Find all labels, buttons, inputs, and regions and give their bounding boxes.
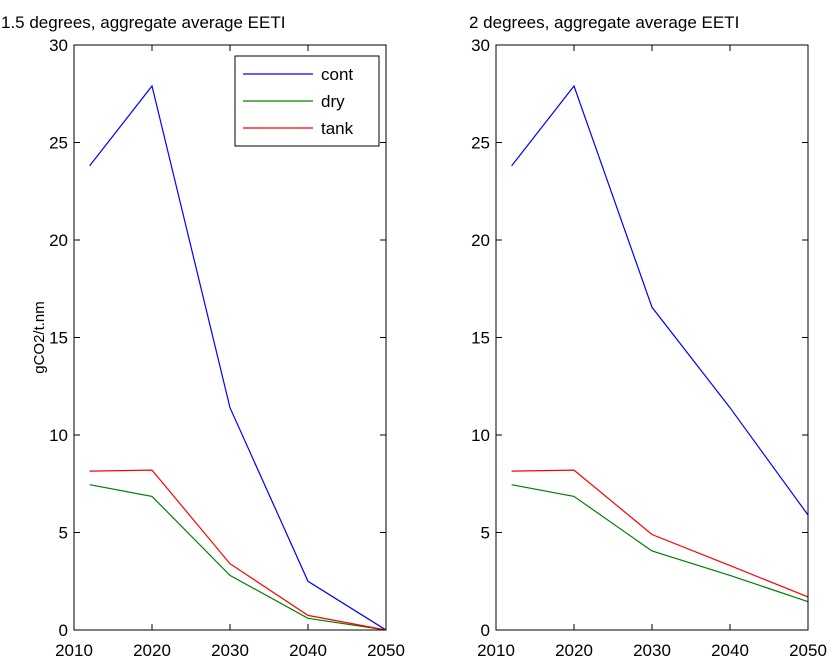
series-line-cont xyxy=(89,84,387,631)
y-tick-label: 5 xyxy=(59,524,68,543)
legend: cont dry tank xyxy=(234,55,380,147)
y-tick-label: 5 xyxy=(481,524,490,543)
x-tick-label: 2010 xyxy=(477,641,515,660)
y-tick-label: 15 xyxy=(49,329,68,348)
axes-box xyxy=(495,44,809,631)
x-tick-label: 2040 xyxy=(711,641,749,660)
legend-label-dry: dry xyxy=(321,92,345,111)
y-tick-label: 15 xyxy=(471,329,490,348)
y-tick-label: 30 xyxy=(471,36,490,55)
x-tick-label: 2050 xyxy=(789,641,827,660)
x-tick-label: 2030 xyxy=(211,641,249,660)
y-tick-label: 25 xyxy=(49,134,68,153)
chart-title: 1.5 degrees, aggregate average EETI xyxy=(1,13,285,32)
chart-panel-1: 1.5 degrees, aggregate average EETI gCO2/… xyxy=(1,13,405,660)
y-tick-label: 25 xyxy=(471,134,490,153)
y-tick-label: 0 xyxy=(481,621,490,640)
y-tick-label: 10 xyxy=(49,426,68,445)
x-tick-label: 2040 xyxy=(289,641,327,660)
x-tick-label: 2030 xyxy=(633,641,671,660)
legend-label-tank: tank xyxy=(321,119,354,138)
x-tick-label: 2050 xyxy=(367,641,405,660)
series-line-series-3 xyxy=(511,469,809,598)
y-tick-label: 30 xyxy=(49,36,68,55)
y-tick-label: 20 xyxy=(471,231,490,250)
x-tick-label: 2010 xyxy=(55,641,93,660)
series-line-dry xyxy=(89,484,387,631)
y-axis-label: gCO2/t.nm xyxy=(31,301,48,374)
chart-title: 2 degrees, aggregate average EETI xyxy=(469,13,739,32)
y-tick-label: 0 xyxy=(59,621,68,640)
series-line-tank xyxy=(89,469,387,631)
x-tick-label: 2020 xyxy=(555,641,593,660)
legend-label-cont: cont xyxy=(321,65,353,84)
x-tick-label: 2020 xyxy=(133,641,171,660)
y-tick-label: 20 xyxy=(49,231,68,250)
series-line-series-2 xyxy=(511,484,809,603)
y-tick-label: 10 xyxy=(471,426,490,445)
series-line-series-1 xyxy=(511,84,809,516)
